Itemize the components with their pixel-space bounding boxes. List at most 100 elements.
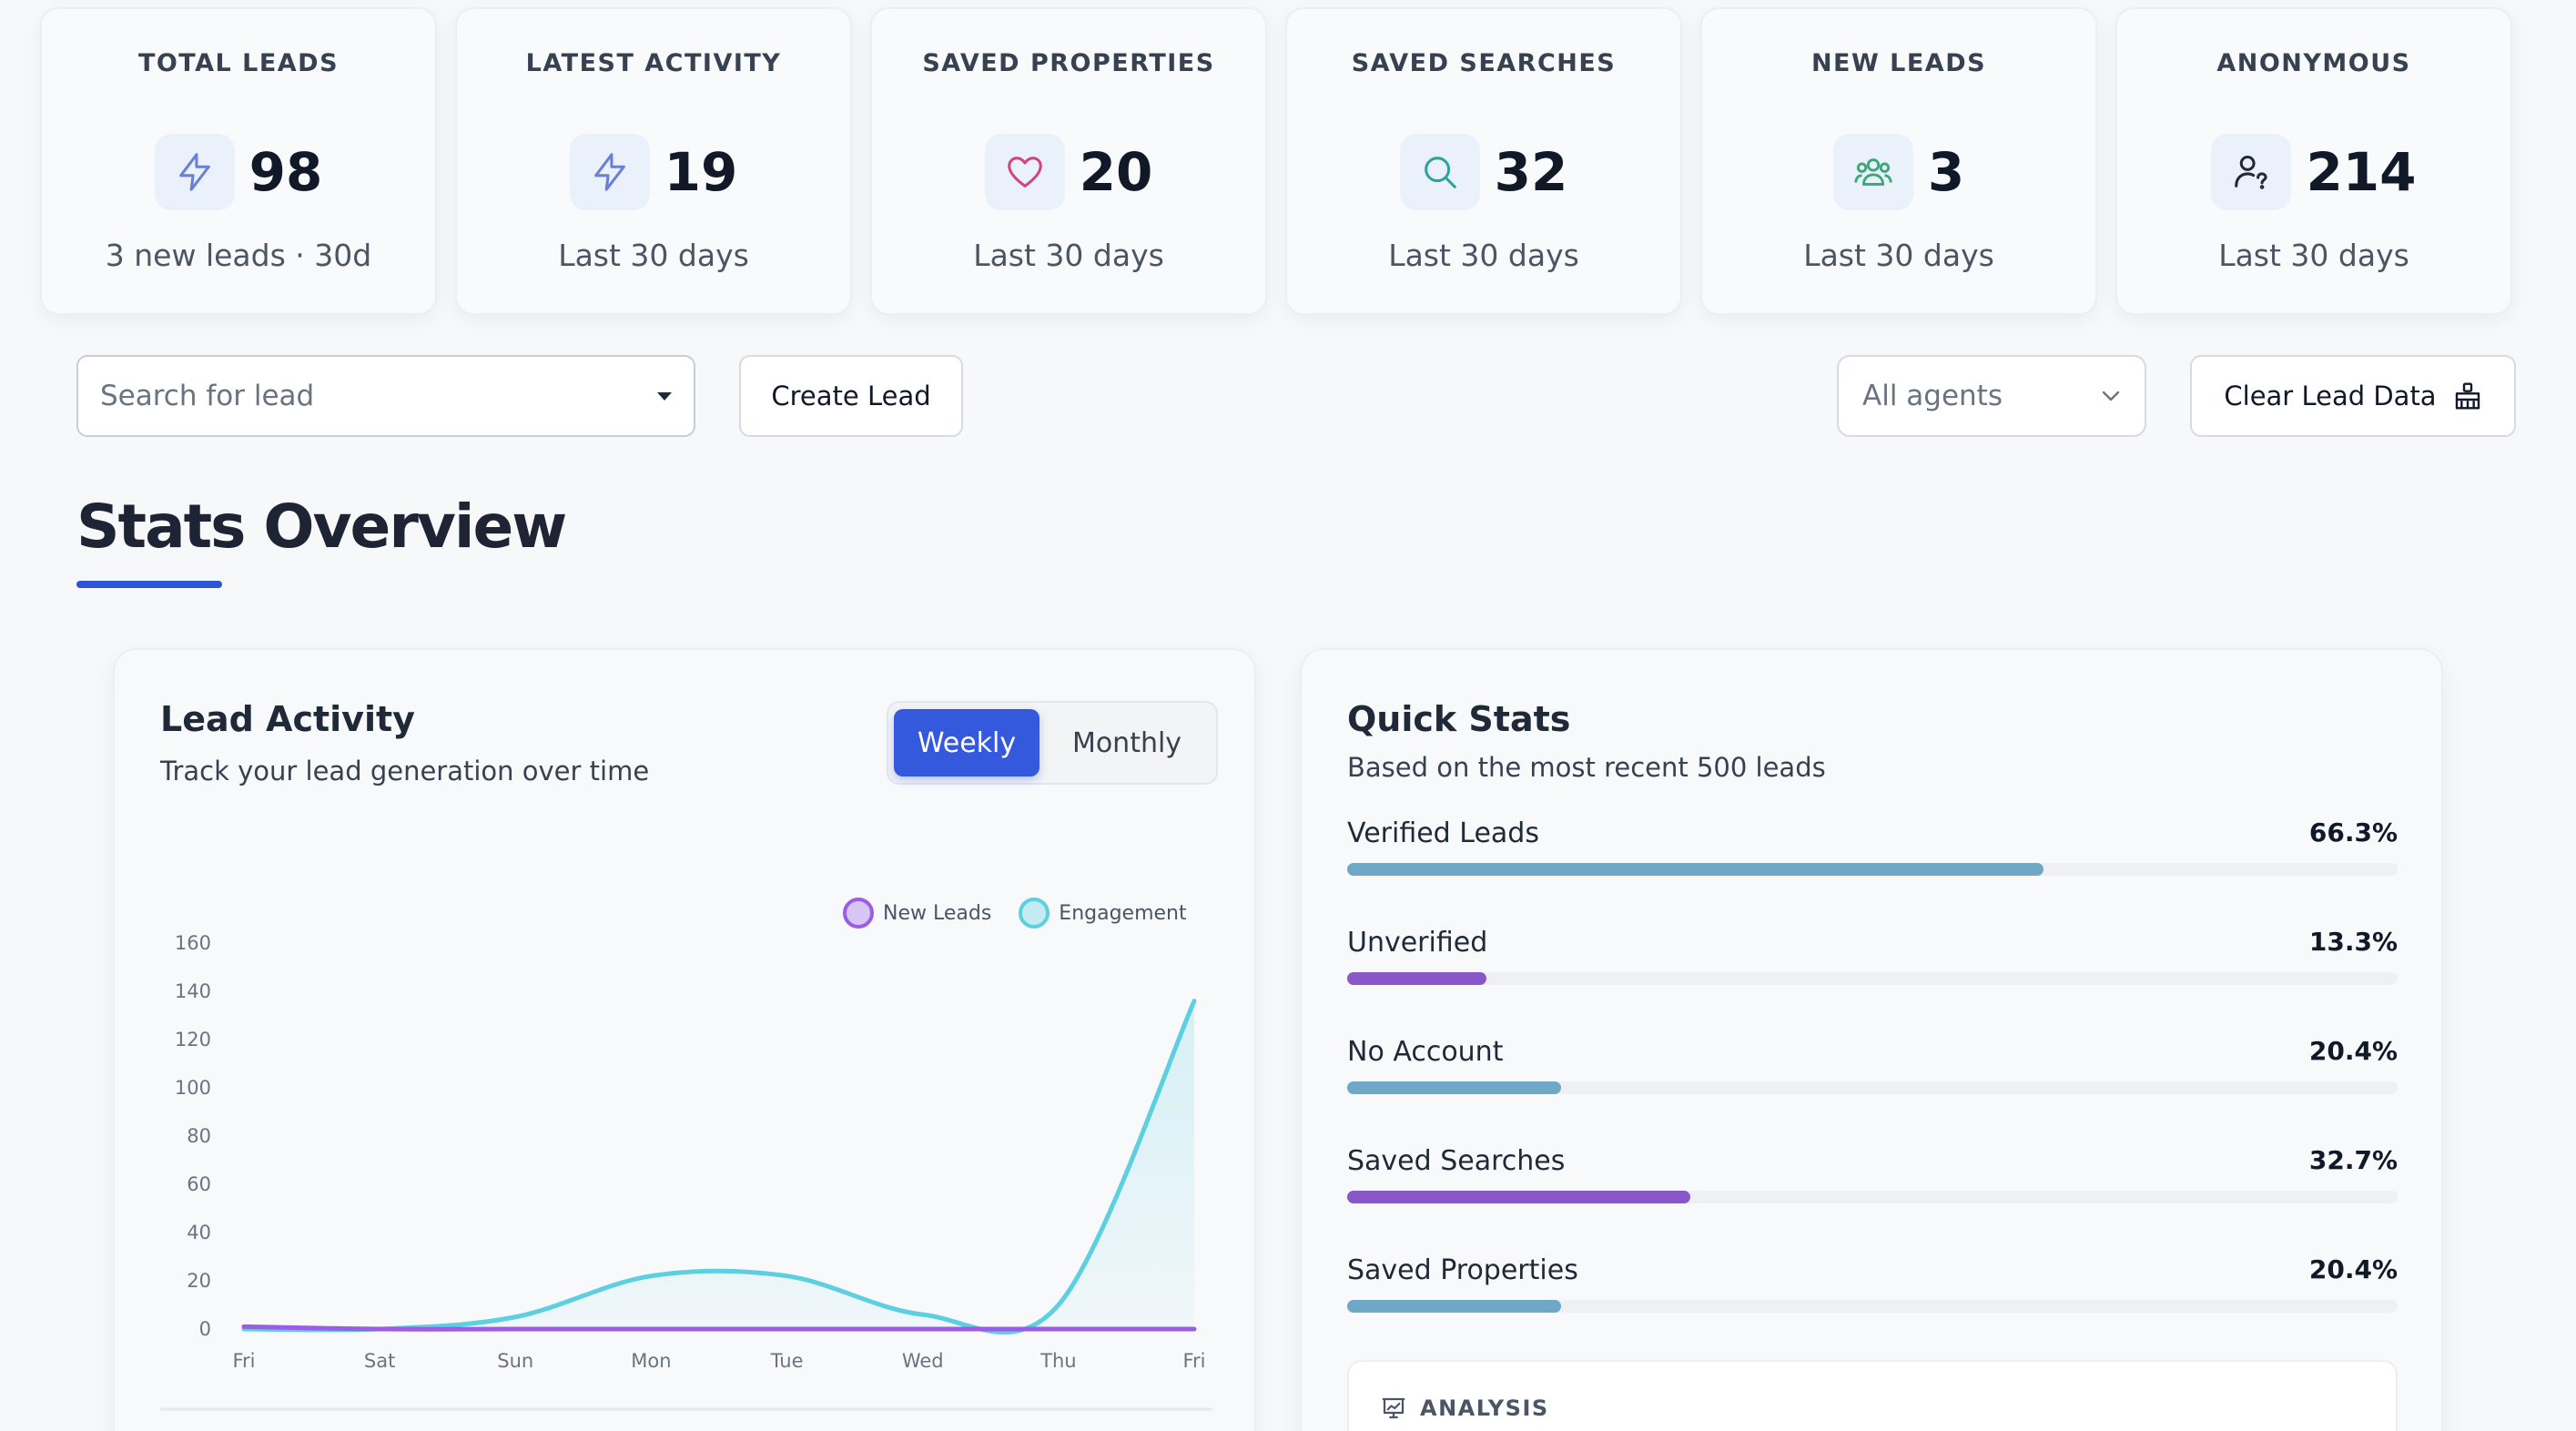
lead-activity-subtitle: Track your lead generation over time (160, 756, 650, 787)
search-icon (1399, 134, 1480, 210)
stat-subtitle: Last 30 days (2218, 238, 2409, 273)
x-tick-label: Mon (631, 1350, 671, 1372)
stat-subtitle: Last 30 days (1803, 238, 1994, 273)
stat-title: ANONYMOUS (2216, 49, 2411, 77)
stat-subtitle: Last 30 days (558, 238, 749, 273)
chevron-down-icon (2102, 391, 2120, 401)
legend-item-new-leads[interactable]: New Leads (843, 898, 991, 929)
lead-search-select[interactable] (76, 355, 695, 437)
progress-fill (1347, 972, 1487, 985)
stat-title: LATEST ACTIVITY (525, 49, 782, 77)
quick-stat-label: Verified Leads (1347, 817, 1539, 849)
new-leads-line (241, 1324, 1197, 1332)
lead-search-input[interactable] (100, 380, 657, 412)
lead-activity-panel: Lead Activity Track your lead generation… (113, 648, 1256, 1431)
weekly-toggle-button[interactable]: Weekly (894, 709, 1040, 776)
stat-title: SAVED SEARCHES (1351, 49, 1617, 77)
y-tick-label: 100 (175, 1077, 211, 1099)
quick-stat-value: 20.4% (2308, 1036, 2398, 1066)
quick-stat-value: 66.3% (2308, 817, 2398, 847)
monthly-toggle-button[interactable]: Monthly (1071, 726, 1182, 759)
legend-item-engagement[interactable]: Engagement (1019, 898, 1187, 929)
stat-subtitle: 3 new leads · 30d (105, 238, 372, 273)
progress-track (1347, 863, 2398, 876)
stat-subtitle: Last 30 days (1388, 238, 1579, 273)
stat-value: 3 (1927, 141, 1965, 203)
quick-stats-title: Quick Stats (1347, 699, 1571, 739)
x-tick-label: Fri (232, 1350, 255, 1372)
y-tick-label: 40 (187, 1222, 211, 1243)
quick-stat-value: 13.3% (2308, 927, 2398, 957)
y-tick-label: 140 (175, 980, 211, 1002)
stat-card-latest-activity[interactable]: LATEST ACTIVITY 19 Last 30 days (455, 7, 852, 315)
section-underline (76, 581, 222, 588)
bolt-icon (154, 134, 235, 210)
progress-fill (1347, 1081, 1562, 1094)
analysis-section: ANALYSIS (1347, 1360, 2398, 1431)
quick-stat-label: No Account (1347, 1036, 1504, 1068)
progress-fill (1347, 863, 2044, 876)
lead-activity-title: Lead Activity (160, 699, 415, 739)
stat-card-new-leads[interactable]: NEW LEADS 3 Last 30 days (1700, 7, 2097, 315)
quick-stat-value: 32.7% (2308, 1145, 2398, 1175)
x-tick-label: Sat (364, 1350, 395, 1372)
y-tick-label: 120 (175, 1029, 211, 1050)
progress-track (1347, 1191, 2398, 1203)
agents-select-value: All agents (1862, 380, 2003, 412)
stat-value: 98 (248, 141, 323, 203)
stat-title: TOTAL LEADS (137, 49, 340, 77)
stat-value: 20 (1079, 141, 1153, 203)
stat-card-total-leads[interactable]: TOTAL LEADS 98 3 new leads · 30d (40, 7, 437, 315)
chart-legend: New Leads Engagement (843, 898, 1187, 929)
stat-title: NEW LEADS (1810, 49, 1987, 77)
y-tick-label: 20 (187, 1270, 211, 1292)
stat-value: 19 (664, 141, 738, 203)
stat-value: 32 (1494, 141, 1568, 203)
analysis-label: ANALYSIS (1420, 1395, 1549, 1421)
stat-cards: TOTAL LEADS 98 3 new leads · 30d LATEST … (40, 7, 2512, 315)
stat-subtitle: Last 30 days (973, 238, 1164, 273)
create-lead-button[interactable]: Create Lead (739, 355, 963, 437)
quick-stats-panel: Quick Stats Based on the most recent 500… (1300, 648, 2443, 1431)
stat-title: SAVED PROPERTIES (922, 49, 1215, 77)
progress-track (1347, 1300, 2398, 1313)
y-tick-label: 80 (187, 1125, 211, 1147)
stat-card-saved-properties[interactable]: SAVED PROPERTIES 20 Last 30 days (870, 7, 1267, 315)
x-tick-label: Thu (1040, 1350, 1076, 1372)
clear-lead-data-button[interactable]: Clear Lead Data (2190, 355, 2516, 437)
quick-stat-label: Unverified (1347, 927, 1488, 959)
legend-label: Engagement (1059, 901, 1187, 925)
progress-track (1347, 1081, 2398, 1094)
progress-track (1347, 972, 2398, 985)
quick-stat-value: 20.4% (2308, 1254, 2398, 1284)
y-tick-label: 60 (187, 1173, 211, 1195)
legend-label: New Leads (883, 901, 992, 925)
heart-icon (984, 134, 1065, 210)
user-question-icon (2211, 134, 2292, 210)
y-tick-label: 0 (199, 1318, 211, 1340)
legend-swatch (1019, 898, 1050, 929)
caret-down-icon[interactable] (657, 391, 672, 401)
quick-stats-subtitle: Based on the most recent 500 leads (1347, 752, 1826, 783)
stat-card-anonymous[interactable]: ANONYMOUS 214 Last 30 days (2115, 7, 2512, 315)
legend-swatch (843, 898, 874, 929)
stat-card-saved-searches[interactable]: SAVED SEARCHES 32 Last 30 days (1285, 7, 1682, 315)
lead-activity-chart: 0 20 40 60 80 100 120 140 160 Fri Sat Sun Mon Tue Wed T… (160, 932, 1212, 1411)
quick-stat-label: Saved Properties (1347, 1254, 1578, 1286)
presentation-chart-icon (1382, 1397, 1405, 1419)
x-tick-label: Sun (497, 1350, 533, 1372)
progress-fill (1347, 1191, 1691, 1203)
broom-icon (2455, 382, 2480, 410)
agents-select[interactable]: All agents (1837, 355, 2146, 437)
clear-lead-data-label: Clear Lead Data (2224, 381, 2437, 411)
progress-fill (1347, 1300, 1562, 1313)
stat-value: 214 (2306, 141, 2417, 203)
users-icon (1832, 134, 1913, 210)
y-tick-label: 160 (175, 932, 211, 954)
x-tick-label: Fri (1182, 1350, 1205, 1372)
period-toggle: Weekly Monthly (887, 701, 1218, 785)
x-tick-label: Tue (770, 1350, 804, 1372)
quick-stat-label: Saved Searches (1347, 1145, 1566, 1177)
bolt-icon (569, 134, 650, 210)
